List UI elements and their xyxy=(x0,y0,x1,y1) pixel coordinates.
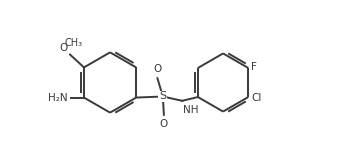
Text: Cl: Cl xyxy=(252,93,262,103)
Text: NH: NH xyxy=(183,105,199,115)
Text: H₂N: H₂N xyxy=(48,93,68,103)
Text: F: F xyxy=(252,62,257,72)
Text: O: O xyxy=(153,64,161,74)
Text: O: O xyxy=(160,119,168,129)
Text: O: O xyxy=(60,43,68,53)
Text: S: S xyxy=(159,92,166,101)
Text: CH₃: CH₃ xyxy=(64,38,82,48)
